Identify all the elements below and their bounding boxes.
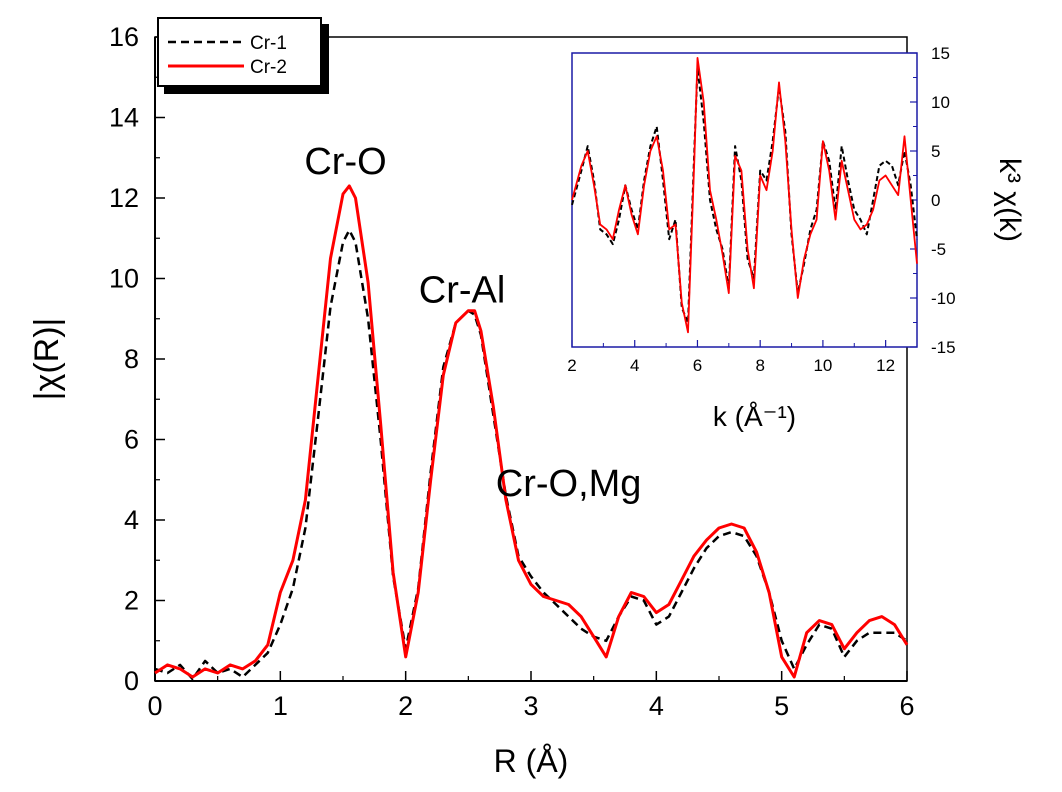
y-tick-label: 8 [124,344,139,374]
x-tick-label: 3 [523,691,538,721]
legend-label-cr-2: Cr-2 [250,57,287,78]
inset-x-tick-label: 8 [755,356,764,375]
annotation-label: Cr-O,Mg [496,463,642,505]
x-tick-label: 0 [147,691,162,721]
y-tick-label: 4 [124,505,139,535]
x-tick-label: 4 [649,691,664,721]
inset-plot: 2 4 6 8 10 12 -15 -10 -5 0 5 10 15 k (Å⁻¹) k³ χ(k) [567,44,1026,432]
inset-series-line-cr-2 [571,57,918,334]
x-tick-label: 2 [398,691,413,721]
inset-y-tick-label: 0 [931,191,940,210]
x-tick-label: 6 [899,691,914,721]
series-line-cr-2 [154,184,909,679]
y-tick-label: 16 [109,22,139,52]
inset-x-tick-label: 6 [693,356,702,375]
legend: Cr-1 Cr-2 [157,17,329,94]
y-tick-label: 6 [124,425,139,455]
inset-x-tick-label: 2 [567,356,576,375]
inset-y-tick-label: 15 [931,44,950,63]
inset-x-tick-label: 4 [630,356,639,375]
inset-x-tick-label: 10 [813,356,832,375]
annotation-label: Cr-Al [419,270,506,312]
inset-y-tick-label: -15 [931,338,956,357]
y-tick-label: 10 [109,264,139,294]
y-tick-label: 14 [109,103,139,133]
x-axis-title: R (Å) [494,743,569,779]
y-axis-title: |χ(R)| [28,318,66,401]
x-tick-label: 1 [273,691,288,721]
y-tick-label: 0 [124,666,139,696]
y-tick-label: 12 [109,183,139,213]
inset-y-axis-title: k³ χ(k) [993,158,1026,242]
annotation-label: Cr-O [304,141,386,183]
inset-y-tick-label: 5 [931,142,940,161]
inset-x-axis-title: k (Å⁻¹) [713,401,796,432]
inset-y-tick-label: -5 [931,240,946,259]
legend-label-cr-1: Cr-1 [250,33,287,54]
inset-y-tick-label: -10 [931,289,956,308]
inset-y-tick-label: 10 [931,93,950,112]
inset-x-tick-label: 12 [876,356,895,375]
legend-box [157,17,322,87]
y-tick-label: 2 [124,586,139,616]
x-tick-label: 5 [774,691,789,721]
